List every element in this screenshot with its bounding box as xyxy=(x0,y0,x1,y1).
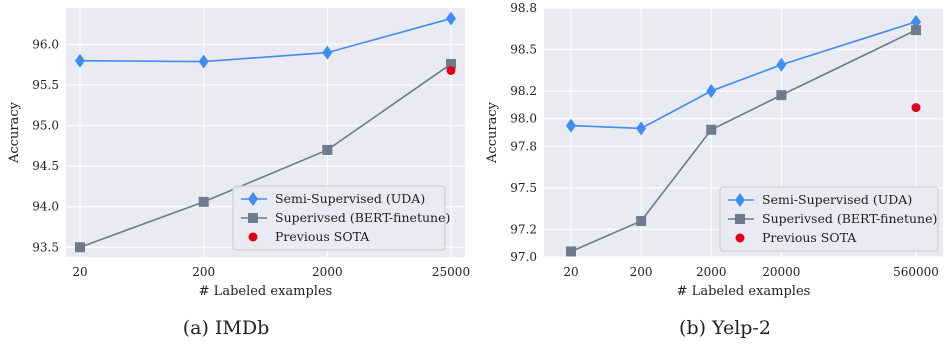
panel-caption: (a) IMDb xyxy=(183,317,270,339)
data-point-uda xyxy=(636,121,647,136)
legend-swatch-marker xyxy=(248,213,258,223)
chart-panel-1: 20 200 2000 25000 93.5 94.0 94.5 95.0 95.5 96.0 # … xyxy=(7,8,470,339)
panel-caption: (b) Yelp-2 xyxy=(679,317,771,339)
y-tick-label: 95.5 xyxy=(32,78,59,92)
series-line-bert xyxy=(79,63,452,249)
data-point-bert xyxy=(776,90,787,101)
legend: Semi-Supervised (UDA) Superivsed (BERT-fi… xyxy=(232,185,450,251)
y-axis-label: Accuracy xyxy=(7,101,22,164)
data-point-bert xyxy=(446,58,456,69)
data-point-sota xyxy=(911,103,921,113)
legend-label: Previous SOTA xyxy=(275,229,370,244)
legend-swatch-marker xyxy=(248,192,258,206)
x-axis-label: # Labeled examples xyxy=(677,284,811,299)
y-tick-label: 97.0 xyxy=(510,250,537,264)
x-tick-label: 560000 xyxy=(893,265,939,279)
data-point-uda xyxy=(198,54,209,69)
y-tick-label: 97.2 xyxy=(510,222,537,236)
x-tick-label: 200 xyxy=(192,265,215,279)
data-point-bert xyxy=(636,216,647,227)
y-tick-label: 97.8 xyxy=(510,139,537,153)
y-tick-label: 98.8 xyxy=(510,1,537,15)
x-tick-label: 200 xyxy=(630,265,653,279)
y-tick-label: 94.5 xyxy=(32,159,59,173)
data-point-uda xyxy=(322,45,333,60)
y-tick-label: 98.0 xyxy=(510,112,537,126)
y-tick-label: 97.5 xyxy=(510,181,537,195)
legend-label: Semi-Supervised (UDA) xyxy=(762,192,912,207)
x-tick-label: 2000 xyxy=(312,265,343,279)
x-axis-label: # Labeled examples xyxy=(199,284,333,299)
legend-label: Superivsed (BERT-finetune) xyxy=(762,211,937,226)
data-point-uda xyxy=(706,84,717,98)
y-axis-label: Accuracy xyxy=(485,101,500,164)
legend-label: Previous SOTA xyxy=(762,230,857,245)
chart-panel-2: 20 200 2000 20000 560000 97.0 97.2 97.5 97.8 98.0… xyxy=(485,1,943,339)
data-point-uda xyxy=(75,53,85,68)
legend-swatch-marker xyxy=(735,193,745,207)
data-point-uda xyxy=(566,118,576,133)
series-line-uda xyxy=(79,17,452,63)
y-tick-label: 93.5 xyxy=(32,240,59,254)
legend-box xyxy=(719,186,939,252)
legend-swatch-marker xyxy=(735,233,745,243)
x-tick-label: 25000 xyxy=(432,265,470,279)
data-point-uda xyxy=(446,11,456,26)
legend-swatch-marker xyxy=(248,232,258,242)
data-point-bert xyxy=(322,144,333,155)
x-tick-label: 2000 xyxy=(696,265,727,279)
data-point-uda xyxy=(776,57,787,72)
data-point-bert xyxy=(198,196,209,207)
y-tick-label: 98.5 xyxy=(510,43,537,57)
legend-swatch-marker xyxy=(735,214,745,224)
data-point-bert xyxy=(75,242,85,253)
y-tick-label: 98.2 xyxy=(510,84,537,98)
data-point-sota xyxy=(446,65,456,75)
y-tick-label: 96.0 xyxy=(32,37,59,51)
y-tick-label: 95.0 xyxy=(32,119,59,133)
legend: Semi-Supervised (UDA) Superivsed (BERT-fi… xyxy=(719,186,939,252)
y-tick-label: 94.0 xyxy=(32,200,59,214)
legend-box xyxy=(232,185,446,251)
x-tick-label: 20000 xyxy=(762,265,800,279)
legend-label: Superivsed (BERT-finetune) xyxy=(275,210,450,225)
data-point-bert xyxy=(706,124,717,135)
data-point-bert xyxy=(911,25,921,36)
x-tick-label: 20 xyxy=(563,265,578,279)
data-point-bert xyxy=(566,246,576,257)
legend-label: Semi-Supervised (UDA) xyxy=(275,191,425,206)
x-tick-label: 20 xyxy=(72,265,87,279)
